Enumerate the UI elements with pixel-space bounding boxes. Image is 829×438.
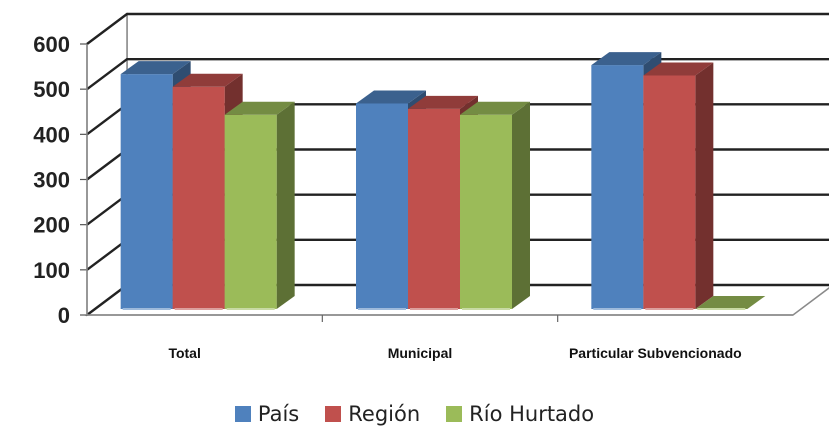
- x-tick-label: Municipal: [388, 345, 453, 361]
- y-tick-label: 500: [33, 77, 70, 102]
- bar-top: [356, 90, 426, 104]
- y-tick-label: 0: [58, 303, 70, 328]
- bar-top: [643, 62, 714, 76]
- bar-top: [695, 296, 766, 309]
- legend-item-region: Región: [325, 402, 420, 426]
- bars: [120, 52, 766, 310]
- legend-label-rio-hurtado: Río Hurtado: [469, 402, 595, 426]
- legend-label-pais: País: [257, 402, 300, 426]
- bar-front: [460, 114, 512, 310]
- bar-front: [172, 86, 225, 309]
- bar-side: [512, 101, 530, 310]
- y-tick-label: 300: [33, 168, 70, 193]
- legend: País Región Río Hurtado: [0, 402, 829, 426]
- bar-top: [408, 95, 478, 109]
- x-tick-label: Particular Subvencionado: [569, 345, 742, 361]
- bar-front: [591, 65, 644, 309]
- gridline: [86, 57, 829, 91]
- bar-top: [224, 101, 295, 115]
- x-axis-ticks: Total Municipal Particular Subvencionado: [168, 315, 742, 361]
- x-tick-label: Total: [168, 345, 200, 361]
- bar-front: [120, 74, 173, 309]
- gridline: [86, 12, 829, 45]
- y-tick-label: 600: [33, 32, 70, 57]
- bar-top: [591, 52, 662, 66]
- legend-swatch-pais: [234, 406, 251, 422]
- legend-item-rio-hurtado: Río Hurtado: [446, 402, 594, 426]
- bar-front: [224, 114, 277, 310]
- bar-region-particular-subvencionado: [643, 62, 714, 310]
- bar-front: [643, 75, 696, 309]
- bar-top: [460, 101, 530, 115]
- y-axis-ticks: 0 100 200 300 400 500 600: [33, 32, 70, 328]
- bar-top: [120, 61, 191, 75]
- bar-rio-hurtado-municipal: [460, 101, 530, 310]
- bar-front: [356, 103, 408, 309]
- bar-side: [695, 62, 714, 309]
- bar-rio-hurtado-particular-subvencionado: [695, 296, 766, 310]
- legend-label-region: Región: [348, 402, 421, 426]
- y-tick-label: 200: [33, 213, 70, 238]
- y-tick-label: 400: [33, 122, 70, 147]
- y-tick-label: 100: [33, 258, 70, 283]
- bar-side: [276, 101, 295, 310]
- legend-swatch-region: [325, 406, 342, 422]
- legend-item-pais: País: [234, 402, 300, 426]
- bar-rio-hurtado-total: [224, 101, 295, 310]
- bar-front: [408, 108, 460, 309]
- bar-top: [172, 73, 243, 87]
- legend-swatch-rio-hurtado: [446, 406, 463, 422]
